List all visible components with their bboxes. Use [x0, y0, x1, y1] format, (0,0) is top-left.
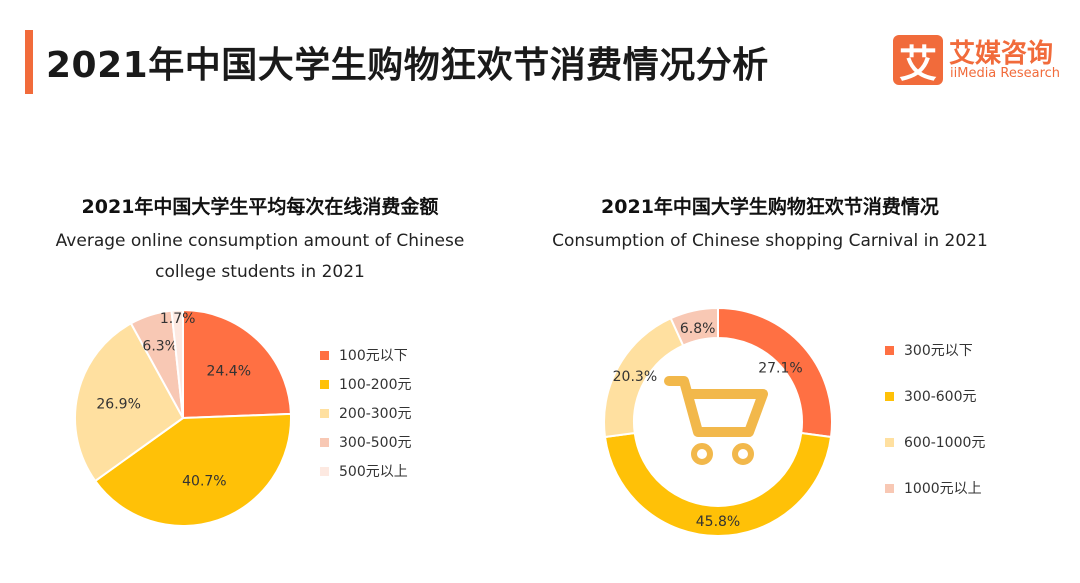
pie-legend-item: 300-500元 [320, 432, 412, 452]
donut-slice-label-0: 27.1% [758, 360, 802, 376]
logo: 艾 艾媒咨询 iiMedia Research [893, 35, 1073, 89]
pie-slice-label-4: 1.7% [160, 311, 196, 327]
pie-slice-label-3: 6.3% [142, 339, 178, 355]
pie-legend-item: 500元以上 [320, 461, 408, 481]
donut-slice-1 [603, 431, 833, 537]
donut-slice-label-3: 6.8% [680, 321, 716, 337]
legend-swatch [320, 379, 329, 389]
legend-label: 1000元以上 [904, 481, 982, 497]
legend-swatch [885, 437, 894, 447]
page-title: 2021年中国大学生购物狂欢节消费情况分析 [46, 45, 769, 86]
donut-slice-3 [669, 306, 719, 347]
legend-label: 100-200元 [339, 377, 412, 393]
donut-slice-label-1: 45.8% [696, 514, 740, 530]
donut-legend-item: 300元以下 [885, 340, 973, 360]
pie-chart-title-cn: 2021年中国大学生平均每次在线消费金额 [81, 196, 439, 218]
donut-slice-label-2: 20.3% [613, 369, 657, 385]
legend-label: 200-300元 [339, 406, 412, 422]
legend-label: 300元以下 [904, 343, 973, 359]
legend-swatch [320, 466, 329, 476]
donut-chart-title-en: Consumption of Chinese shopping Carnival… [552, 231, 988, 251]
pie-chart-title-en: Average online consumption amount of Chi… [55, 231, 465, 282]
legend-label: 600-1000元 [904, 435, 986, 451]
pie-slice-0 [182, 308, 292, 420]
legend-label: 100元以下 [339, 348, 408, 364]
logo-mark: 艾 [893, 35, 943, 86]
legend-label: 300-600元 [904, 389, 977, 405]
cart-wheel [691, 443, 713, 465]
logo-name-en: iiMedia Research [950, 66, 1061, 81]
logo-name-cn: 艾媒咨询 [949, 39, 1054, 69]
donut-legend-item: 300-600元 [885, 386, 977, 406]
pie-legend-item: 100-200元 [320, 374, 412, 394]
legend-label: 500元以上 [339, 464, 408, 480]
pie-slice-label-0: 24.4% [207, 363, 251, 379]
legend-swatch [320, 437, 329, 447]
shopping-cart-icon [664, 376, 768, 437]
pie-slice-2 [74, 322, 185, 483]
donut-legend-item: 1000元以上 [885, 478, 982, 498]
title-accent-bar [25, 30, 33, 94]
pie-slice-label-1: 40.7% [182, 473, 226, 489]
pie-slice-1 [93, 412, 292, 527]
donut-legend-item: 600-1000元 [885, 432, 985, 452]
legend-label: 300-500元 [339, 435, 412, 451]
legend-swatch [885, 391, 894, 401]
pie-slice-label-2: 26.9% [96, 396, 140, 412]
donut-chart-title-cn: 2021年中国大学生购物狂欢节消费情况 [601, 196, 939, 218]
legend-swatch [320, 350, 329, 360]
pie-legend-item: 200-300元 [320, 403, 412, 423]
legend-swatch [885, 345, 894, 355]
pie-slice-4 [170, 308, 184, 419]
legend-swatch [885, 483, 894, 493]
legend-swatch [320, 408, 329, 418]
pie-legend-item: 100元以下 [320, 345, 408, 365]
cart-wheel [732, 443, 754, 465]
